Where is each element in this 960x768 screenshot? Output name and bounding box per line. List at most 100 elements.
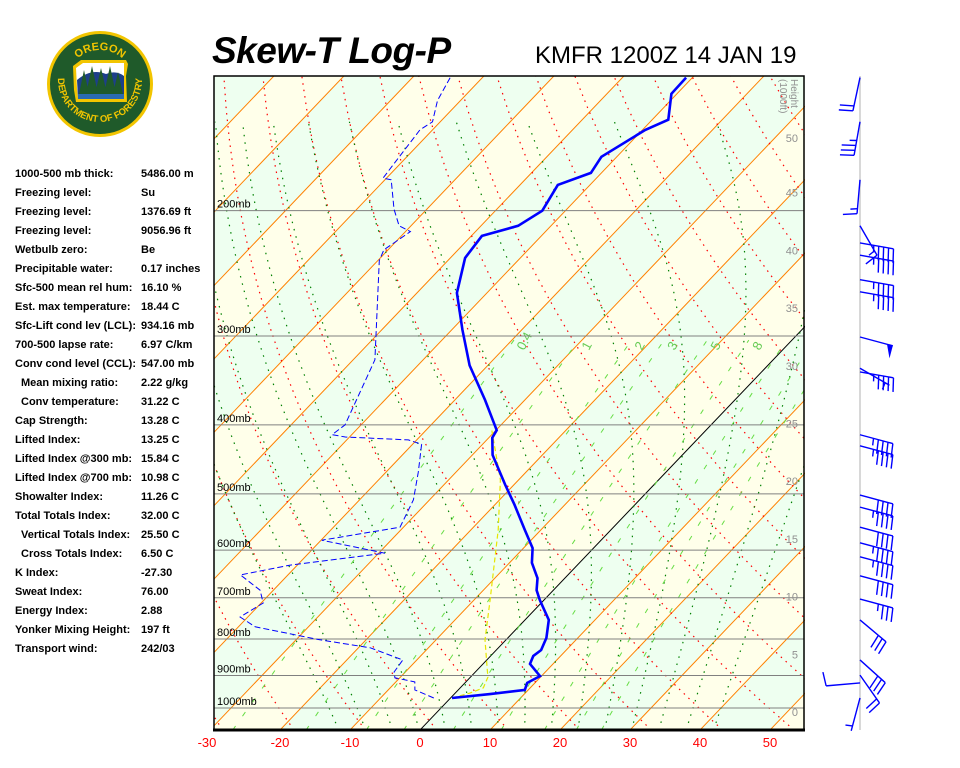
stat-label: 700-500 lapse rate: bbox=[15, 339, 114, 351]
stat-label: Lifted Index @300 mb: bbox=[15, 453, 133, 465]
moist-adiabat bbox=[214, 281, 393, 730]
isobar-label: 400mb bbox=[217, 413, 251, 425]
stat-row: Wetbulb zero: Be bbox=[15, 244, 214, 263]
stat-value: 1376.69 ft bbox=[141, 206, 192, 218]
height-tick-label: 35 bbox=[786, 303, 798, 315]
stat-label: K Index: bbox=[15, 567, 59, 579]
stat-row: 700-500 lapse rate: 6.97 C/km bbox=[15, 339, 214, 358]
wind-barb bbox=[859, 619, 887, 655]
wind-barb bbox=[859, 445, 894, 469]
stat-value: 242/03 bbox=[141, 643, 175, 655]
height-tick-label: 45 bbox=[786, 188, 798, 200]
stat-row: Sfc-Lift cond lev (LCL): 934.16 mb bbox=[15, 320, 214, 339]
stat-value: 31.22 C bbox=[141, 396, 180, 408]
wind-barb-half bbox=[845, 724, 853, 727]
wind-barb-staff bbox=[859, 434, 894, 445]
isotherm bbox=[214, 76, 485, 360]
stat-value: 13.28 C bbox=[141, 415, 180, 427]
wind-barb-half bbox=[871, 560, 875, 568]
moist-adiabat bbox=[397, 121, 557, 730]
stat-row: Conv cond level (CCL): 547.00 mb bbox=[15, 358, 214, 377]
axes-labels: -30 -20 -10 0 10 20 30 40 50 0 5 10 15 20 25 30 35 40 45 50 bbox=[198, 133, 798, 750]
wind-barb-staff bbox=[859, 542, 894, 553]
stat-row: Freezing level: 1376.69 ft bbox=[15, 206, 214, 225]
stat-label: Lifted Index: bbox=[15, 434, 81, 446]
isotherm bbox=[0, 75, 65, 730]
stat-value: 547.00 mb bbox=[141, 358, 195, 370]
stat-label: Conv temperature: bbox=[21, 396, 119, 408]
temperature-tick-label: -20 bbox=[271, 735, 290, 750]
wind-barb-staff bbox=[859, 575, 894, 586]
wind-barb-half bbox=[871, 510, 875, 518]
stat-row: Freezing level: Su bbox=[15, 187, 214, 206]
stat-label: Transport wind: bbox=[15, 643, 98, 655]
height-tick-label: 25 bbox=[786, 419, 798, 431]
wind-barb-half bbox=[871, 546, 875, 554]
isobar-label: 800mb bbox=[217, 627, 251, 639]
temperature-tick-label: -10 bbox=[341, 735, 360, 750]
wind-barb-full bbox=[875, 450, 880, 465]
stat-row: Precipitable water: 0.17 inches bbox=[15, 263, 214, 282]
wind-barb-full bbox=[874, 638, 883, 651]
wind-barb-staff bbox=[853, 121, 861, 156]
wind-barb-full bbox=[885, 442, 889, 457]
isotherm bbox=[214, 76, 625, 507]
height-tick-label: 50 bbox=[786, 133, 798, 145]
stat-row: Cross Totals Index: 6.50 C bbox=[15, 548, 214, 567]
wind-barb-full bbox=[880, 513, 884, 528]
isotherm bbox=[840, 75, 960, 730]
wind-barb bbox=[859, 367, 890, 390]
wind-barb-full bbox=[865, 254, 878, 265]
stat-value: 25.50 C bbox=[141, 529, 180, 541]
wind-barb-full bbox=[875, 561, 880, 576]
dry-adiabat bbox=[340, 76, 724, 730]
wind-barb-staff bbox=[859, 254, 894, 262]
wind-barb-full bbox=[890, 535, 894, 551]
stat-row: Vertical Totals Index: 25.50 C bbox=[15, 529, 214, 548]
mixing-ratio-label: 0.4 bbox=[513, 329, 535, 352]
wind-barb-half bbox=[876, 603, 880, 612]
stat-row: Conv temperature: 31.22 C bbox=[15, 396, 214, 415]
wind-barb-full bbox=[877, 641, 887, 655]
wind-barb-half bbox=[871, 449, 875, 457]
wind-barb-staff bbox=[859, 506, 894, 517]
stat-value: 5486.00 m bbox=[141, 168, 194, 180]
stat-label: Energy Index: bbox=[15, 605, 88, 617]
stat-label: Freezing level: bbox=[15, 206, 92, 218]
wind-barb-full bbox=[880, 605, 884, 620]
dry-adiabat bbox=[418, 76, 805, 680]
wind-barb-full bbox=[870, 634, 879, 648]
stat-row: Lifted Index @300 mb: 15.84 C bbox=[15, 453, 214, 472]
stat-row: Energy Index: 2.88 bbox=[15, 605, 214, 624]
wind-barb-staff bbox=[856, 179, 861, 214]
wind-barb-staff bbox=[852, 77, 861, 111]
wind-barb bbox=[839, 121, 861, 156]
temperature-tick-label: 40 bbox=[693, 735, 707, 750]
isotherm-bands bbox=[0, 75, 805, 730]
station-time-label: KMFR 1200Z 14 JAN 19 bbox=[535, 42, 797, 69]
oregon-department-of-forestry-logo: OREGON DEPARTMENT OF FORESTRY bbox=[46, 30, 154, 138]
stat-label: Lifted Index @700 mb: bbox=[15, 472, 133, 484]
wind-barb-full bbox=[880, 440, 884, 456]
stat-value: 0.17 inches bbox=[141, 263, 201, 275]
wind-barb bbox=[845, 697, 861, 731]
wind-barb-full bbox=[865, 698, 878, 710]
stat-row: Cap Strength: 13.28 C bbox=[15, 415, 214, 434]
stat-value: 16.10 % bbox=[141, 282, 182, 294]
stat-value: 2.88 bbox=[141, 605, 163, 617]
height-tick-label: 10 bbox=[786, 592, 798, 604]
wind-barbs bbox=[822, 77, 895, 731]
wind-barb bbox=[859, 506, 894, 531]
stat-row: Total Totals Index: 32.00 C bbox=[15, 510, 214, 529]
wind-barb-full bbox=[838, 109, 853, 112]
isotherm-band bbox=[0, 75, 65, 730]
dewpoint-trace bbox=[239, 77, 451, 699]
isobar-label: 300mb bbox=[217, 324, 251, 336]
wind-barb-full bbox=[876, 682, 886, 695]
wind-barb-pennant bbox=[887, 344, 893, 359]
moist-adiabat bbox=[455, 121, 593, 730]
height-axis-label: Height (1000ft) bbox=[777, 79, 799, 114]
wind-barb-full bbox=[875, 511, 880, 527]
sounding-indices-panel: 1000-500 mb thick: 5486.00 m Freezing leve… bbox=[15, 168, 214, 662]
